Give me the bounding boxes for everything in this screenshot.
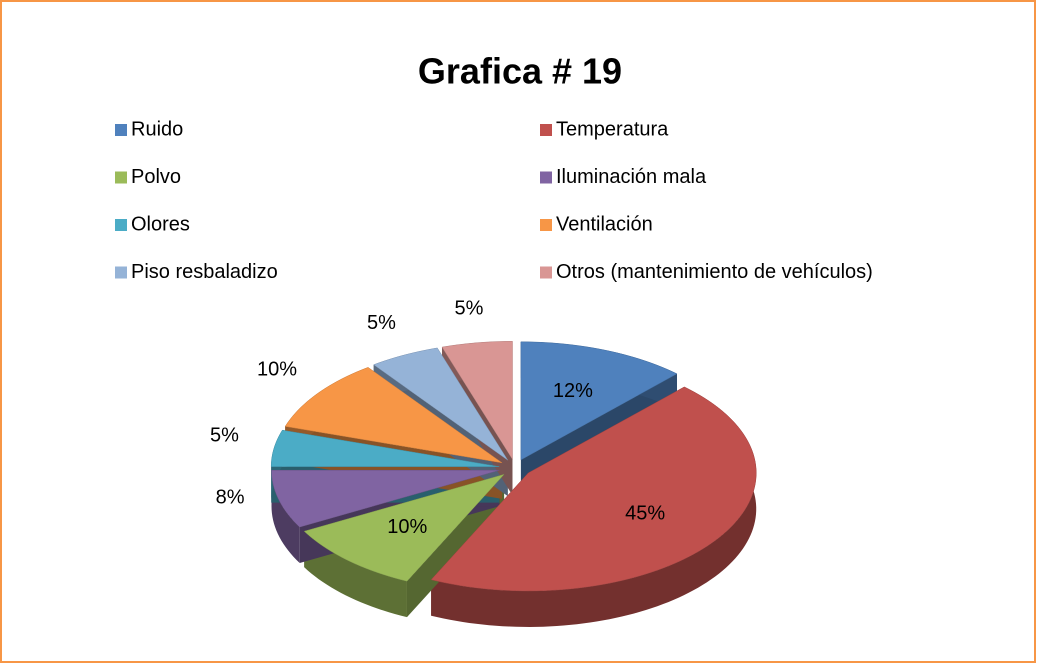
- legend-swatch: [115, 266, 127, 279]
- slice: [441, 341, 513, 461]
- slice-wall: [271, 470, 300, 564]
- legend-swatch: [540, 219, 552, 231]
- slice-wall: [431, 386, 757, 627]
- legend-label: Olores: [131, 213, 190, 235]
- legend-label: Iluminación mala: [556, 166, 707, 188]
- data-label: 5%: [367, 312, 396, 334]
- legend-swatch: [540, 124, 552, 136]
- slice: [373, 347, 508, 461]
- legend-label: Ruido: [131, 118, 183, 140]
- data-label: 10%: [387, 516, 427, 538]
- slice: [270, 429, 500, 467]
- legend-label: Temperatura: [556, 118, 669, 140]
- data-label: 8%: [216, 486, 245, 508]
- data-label: 5%: [455, 297, 484, 319]
- legend-label: Polvo: [131, 166, 181, 188]
- slice: [430, 386, 757, 592]
- slice: [271, 469, 500, 528]
- legend-label: Otros (mantenimiento de vehículos): [556, 261, 873, 283]
- legend-swatch: [115, 124, 127, 136]
- data-label: 12%: [553, 380, 593, 402]
- data-label: 5%: [210, 424, 239, 446]
- legend-swatch: [115, 219, 127, 231]
- legend-swatch: [115, 171, 127, 184]
- data-label: 10%: [257, 358, 297, 380]
- slice: [284, 367, 503, 464]
- data-label: 45%: [625, 502, 665, 524]
- legend-swatch: [540, 171, 552, 184]
- legend-label: Ventilación: [556, 213, 653, 235]
- slice: [520, 341, 678, 461]
- legend-label: Piso resbaladizo: [131, 261, 278, 283]
- slice: [303, 473, 505, 582]
- legend-swatch: [540, 266, 552, 279]
- chart-title: Grafica # 19: [418, 51, 622, 92]
